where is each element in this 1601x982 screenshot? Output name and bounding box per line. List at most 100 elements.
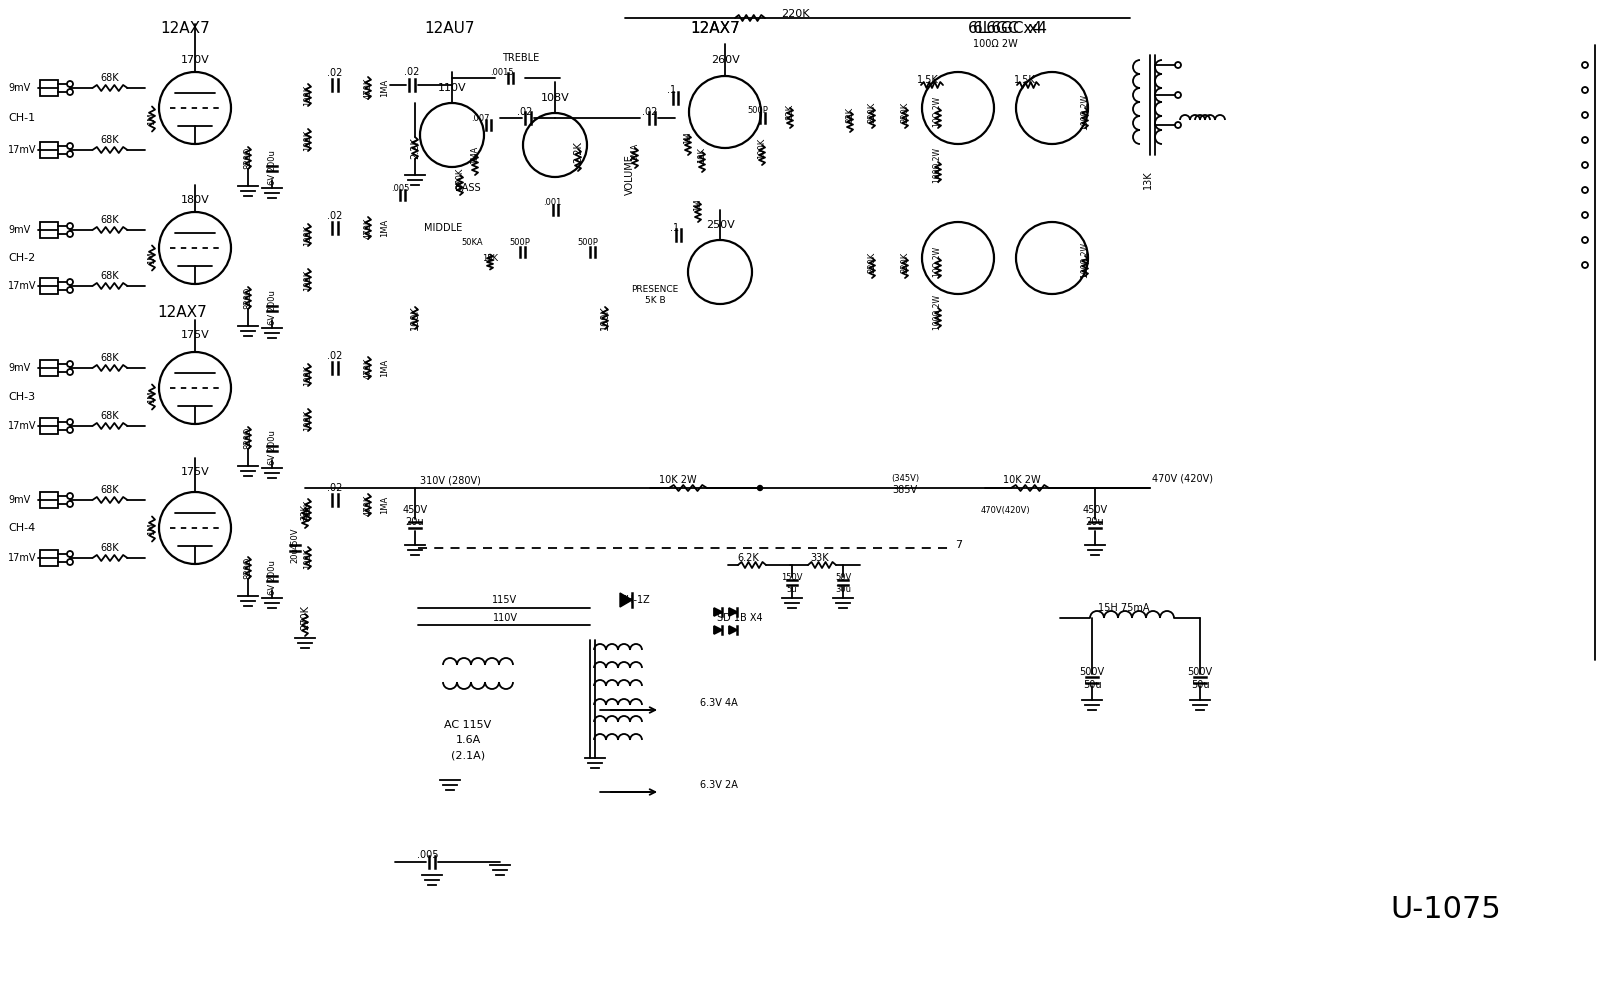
Text: 12AX7: 12AX7 [157,304,207,319]
Text: CH-4: CH-4 [8,523,35,533]
Text: 450V: 450V [402,505,427,515]
Text: 30u: 30u [836,585,852,594]
Text: 68K: 68K [101,543,120,553]
Text: 82K: 82K [845,107,855,123]
Text: 68K: 68K [101,215,120,225]
Text: 470K: 470K [363,217,373,239]
Text: 13K: 13K [1143,171,1153,190]
Text: 20u: 20u [290,547,299,563]
Bar [40,360,58,376]
Text: TREBLE: TREBLE [503,53,540,63]
Text: 450V: 450V [1082,505,1108,515]
Text: 108V: 108V [541,93,570,103]
Text: 250V: 250V [706,220,735,230]
Text: 270K: 270K [456,167,464,189]
Bar [40,492,58,508]
Text: 6V 200u: 6V 200u [267,291,277,325]
Text: 6V 200u: 6V 200u [267,150,277,186]
Polygon shape [714,626,722,634]
Text: CH-1: CH-1 [8,113,35,123]
Text: (2.1A): (2.1A) [451,750,485,760]
Bar [40,142,58,158]
Text: 470V(420V): 470V(420V) [980,506,1029,515]
Text: 220K: 220K [900,101,909,123]
Bar [40,222,58,238]
Text: .02: .02 [642,107,658,117]
Text: 15H 75mA: 15H 75mA [1098,603,1150,613]
Text: 100K: 100K [304,409,312,431]
Text: 12AX7: 12AX7 [690,21,740,35]
Text: .001: .001 [543,197,562,206]
Circle shape [757,485,762,490]
Text: 260V: 260V [711,55,740,65]
Text: 820Ω: 820Ω [243,427,253,449]
Text: 470K: 470K [363,357,373,379]
Text: 220K: 220K [781,9,809,19]
Text: 100K: 100K [600,305,610,330]
Text: 1M: 1M [147,391,157,404]
Text: .005: .005 [418,850,439,860]
Text: .1: .1 [671,223,679,233]
Text: (345V): (345V) [890,473,919,482]
Text: 9mV: 9mV [8,83,30,93]
Text: 1.5K: 1.5K [1013,75,1036,85]
Text: 175V: 175V [181,467,210,477]
Text: 17mV: 17mV [8,145,37,155]
Text: 1MA: 1MA [381,79,389,97]
Bar [40,80,58,96]
Text: 22K: 22K [301,504,309,520]
Text: 100Ω 2W: 100Ω 2W [1081,94,1090,130]
Text: 6L6GC x4: 6L6GC x4 [969,21,1042,35]
Text: .02: .02 [327,351,343,361]
Text: .02: .02 [327,68,343,78]
Text: 1M: 1M [147,251,157,264]
Text: 6L6GC x4: 6L6GC x4 [973,21,1047,35]
Text: 100K: 100K [304,84,312,106]
Text: BASS: BASS [455,183,480,193]
Text: 1MA: 1MA [381,496,389,515]
Text: SH-1Z: SH-1Z [620,595,650,605]
Text: 100K: 100K [304,364,312,386]
Text: 20u: 20u [405,517,424,527]
Text: 170V: 170V [181,55,210,65]
Text: 1.5K: 1.5K [917,75,938,85]
Text: 33K: 33K [810,553,829,563]
Text: 17mV: 17mV [8,281,37,291]
Text: 1MA: 1MA [471,146,480,164]
Text: 310V (280V): 310V (280V) [419,475,480,485]
Text: 450V: 450V [290,527,299,549]
Text: AC 115V: AC 115V [445,720,492,730]
Text: 9mV: 9mV [8,363,30,373]
Text: 500P: 500P [748,105,768,115]
Text: 220K: 220K [868,101,876,123]
Text: 100K: 100K [304,130,312,150]
Text: 12AX7: 12AX7 [160,21,210,35]
Text: 10Ω 2W: 10Ω 2W [933,97,943,127]
Text: 50V: 50V [834,573,852,582]
Text: PRESENCE
5K B: PRESENCE 5K B [631,286,679,304]
Text: 1.6A: 1.6A [455,735,480,745]
Text: 12AX7: 12AX7 [690,21,740,35]
Text: 175V: 175V [181,330,210,340]
Text: 100K: 100K [304,547,312,569]
Text: 1M: 1M [684,132,693,144]
Text: 6.3V 2A: 6.3V 2A [700,780,738,790]
Text: 385V: 385V [892,485,917,495]
Text: 50u: 50u [1191,680,1209,690]
Text: 500V: 500V [1079,667,1105,677]
Text: 6.2K: 6.2K [736,553,759,563]
Text: 17mV: 17mV [8,553,37,563]
Text: 1MA: 1MA [381,219,389,237]
Bar [40,278,58,294]
Polygon shape [714,608,722,616]
Text: 2.2K: 2.2K [410,137,419,159]
Text: 50u: 50u [1082,680,1101,690]
Text: 7: 7 [956,540,962,550]
Polygon shape [728,608,736,616]
Text: .02: .02 [405,67,419,77]
Text: .02: .02 [327,211,343,221]
Text: 1M: 1M [693,198,703,211]
Text: .02: .02 [517,107,533,117]
Bar [40,550,58,566]
Text: 100Ω 2W: 100Ω 2W [973,39,1017,49]
